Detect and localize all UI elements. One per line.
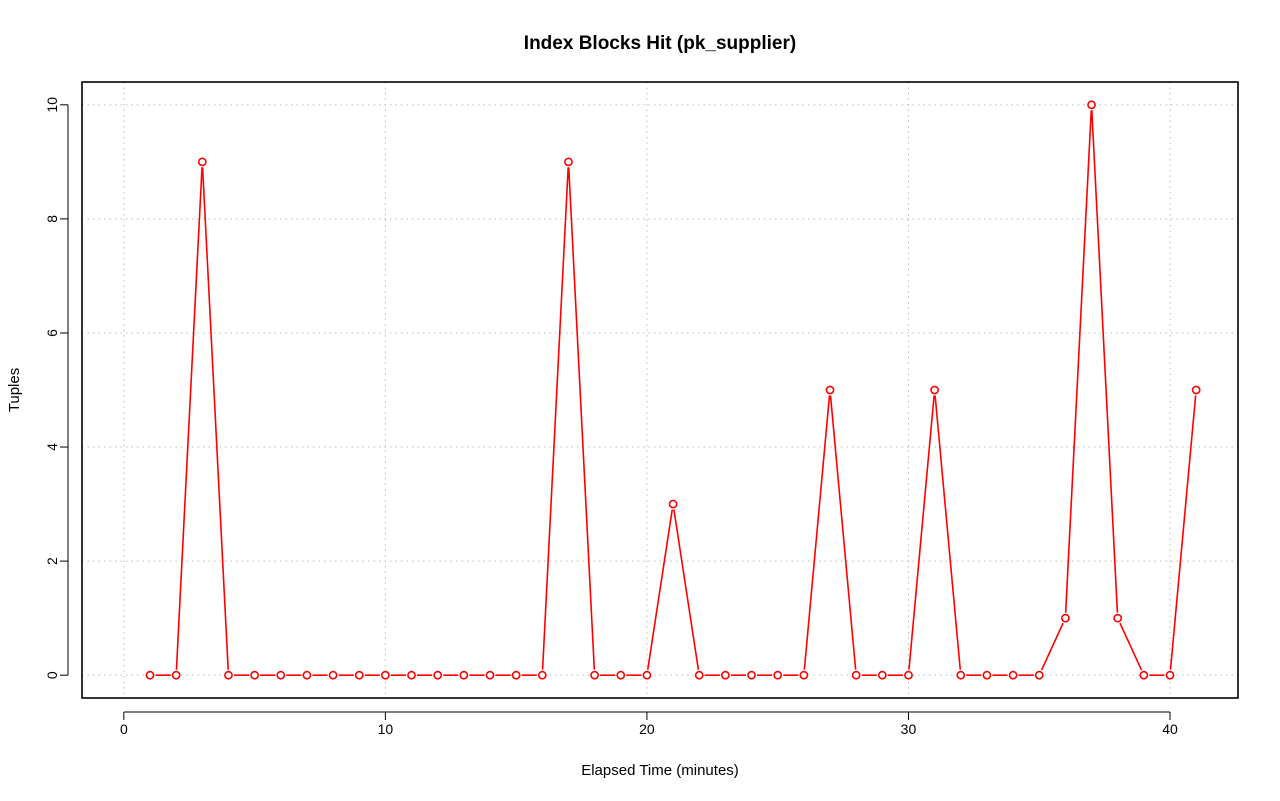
data-point	[1113, 613, 1123, 623]
data-point	[511, 670, 521, 680]
x-tick-label: 20	[639, 721, 655, 737]
data-point	[799, 670, 809, 680]
x-axis-label: Elapsed Time (minutes)	[581, 762, 739, 779]
data-point	[250, 670, 260, 680]
data-point	[1008, 670, 1018, 680]
data-point	[642, 670, 652, 680]
data-point	[145, 670, 155, 680]
data-point	[1060, 613, 1070, 623]
data-point	[1087, 100, 1096, 110]
data-point	[354, 670, 364, 680]
series-line-segment	[1040, 622, 1064, 671]
data-point	[1165, 670, 1175, 680]
data-point	[433, 670, 443, 680]
y-tick-label: 2	[44, 557, 60, 565]
data-point	[537, 670, 547, 680]
data-point	[224, 670, 233, 680]
series-line-segment	[829, 395, 857, 670]
data-point	[1034, 670, 1044, 680]
y-tick-label: 0	[44, 671, 60, 679]
data-point	[459, 670, 469, 680]
data-point	[407, 670, 416, 680]
data-point	[380, 670, 390, 680]
data-point	[720, 670, 730, 680]
data-point	[616, 670, 626, 680]
data-point	[851, 670, 861, 680]
grid	[82, 82, 1238, 698]
x-tick-label: 10	[378, 721, 394, 737]
data-point	[328, 670, 338, 680]
data-point	[1191, 385, 1201, 395]
series-line-segment	[673, 509, 700, 670]
x-tick-label: 0	[120, 721, 128, 737]
y-axis-label: Tuples	[6, 368, 23, 412]
series-line-segment	[541, 167, 569, 670]
data-point	[877, 670, 887, 680]
data-point	[956, 670, 966, 680]
series-line-segment	[1064, 110, 1093, 613]
x-tick-label: 40	[1162, 721, 1178, 737]
data-point	[668, 499, 678, 509]
y-tick-label: 10	[44, 97, 60, 113]
data-point	[982, 670, 992, 680]
chart-title: Index Blocks Hit (pk_supplier)	[524, 33, 796, 54]
data-point	[773, 670, 783, 680]
series-line-segment	[175, 167, 203, 670]
series-line-segment	[1091, 110, 1119, 613]
data-point	[302, 670, 312, 680]
series-line-segment	[1119, 622, 1143, 671]
data-point	[197, 157, 207, 167]
y-tick-label: 4	[44, 443, 60, 451]
data-point	[930, 385, 940, 395]
series-line-segment	[934, 395, 962, 670]
data-point	[1139, 670, 1149, 680]
x-tick-label: 30	[901, 721, 917, 737]
data-point	[747, 670, 756, 680]
axes: 0 10 20 30 40 0 2 4 6 8 10	[44, 97, 1178, 737]
y-tick-label: 6	[44, 329, 60, 337]
series	[145, 100, 1201, 680]
data-point	[590, 670, 600, 680]
data-point	[485, 670, 495, 680]
plot-frame	[81, 81, 1239, 699]
y-tick-label: 8	[44, 215, 60, 223]
series-line-segment	[646, 509, 674, 670]
series-line-segment	[803, 395, 831, 670]
data-point	[276, 670, 286, 680]
data-point	[171, 670, 181, 680]
data-point	[564, 157, 573, 167]
data-point	[904, 670, 913, 680]
series-line-segment	[201, 167, 229, 670]
data-point	[694, 670, 704, 680]
series-line-segment	[567, 167, 596, 670]
series-line-segment	[1169, 395, 1197, 670]
data-point	[825, 385, 835, 395]
series-line-segment	[908, 395, 935, 670]
